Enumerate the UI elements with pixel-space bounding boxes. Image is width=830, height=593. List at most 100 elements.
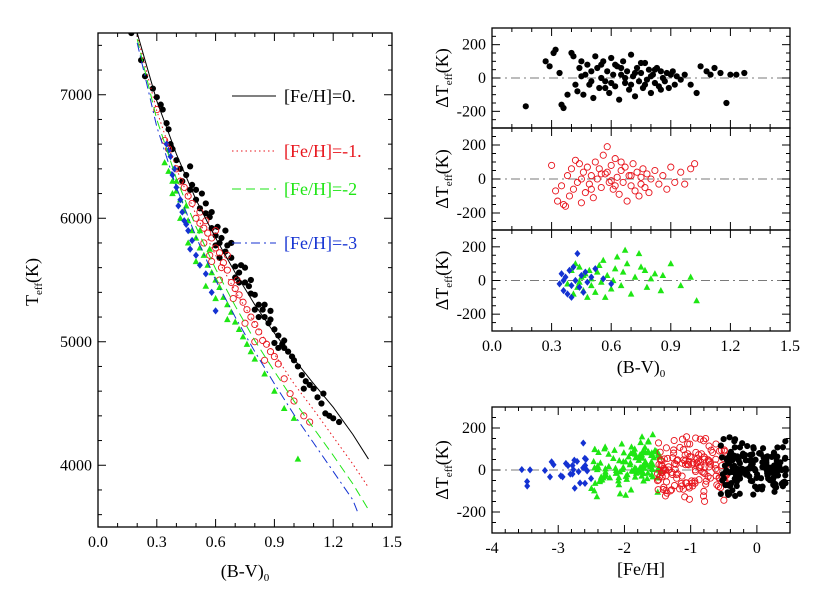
data-point-fe-minus1	[241, 319, 249, 327]
data-point-fe0	[306, 381, 313, 389]
y-tick-label: -200	[457, 103, 486, 120]
data-point-fe-minus2	[638, 433, 646, 440]
data-point-fe0	[717, 490, 724, 498]
data-point-fe0	[746, 473, 753, 480]
data-point-fe-minus2	[588, 484, 595, 491]
data-point-fe-minus2	[290, 414, 298, 421]
data-point-fe-minus2	[593, 268, 601, 275]
y-axis-title: ΔTeff(K)	[432, 149, 455, 209]
legend-label: [Fe/H]=-3	[284, 233, 357, 253]
data-point-fe0	[608, 79, 615, 87]
y-tick-label: 6000	[60, 210, 92, 227]
data-point-fe-minus1	[208, 234, 216, 242]
data-point-fe-minus1	[554, 197, 562, 205]
y-tick-label: -200	[457, 504, 486, 521]
data-point-fe-minus1	[569, 185, 578, 193]
data-point-fe-minus3	[608, 280, 615, 288]
data-point-fe0	[736, 444, 744, 451]
data-point-fe-minus1	[662, 444, 670, 452]
data-point-fe-minus3	[576, 283, 583, 291]
data-point-fe-minus3	[575, 467, 582, 476]
data-point-fe-minus1	[607, 161, 615, 169]
data-point-fe0	[294, 363, 302, 370]
data-point-fe-minus2	[641, 266, 649, 273]
data-point-fe0	[222, 227, 229, 234]
data-point-fe-minus2	[637, 438, 644, 446]
data-point-fe-minus2	[622, 458, 629, 465]
data-point-fe-minus2	[590, 457, 597, 465]
y-axis-title-main: ΔT	[432, 85, 452, 108]
x-tick-label: -4	[485, 540, 498, 557]
data-point-fe-minus3	[564, 290, 571, 298]
y-axis-title: Teff(K)	[22, 258, 45, 306]
data-point-fe-minus1	[666, 487, 674, 495]
y-tick-label: 0	[478, 70, 486, 87]
data-point-fe0	[711, 64, 718, 72]
data-point-fe-minus3	[541, 466, 548, 475]
data-point-fe-minus1	[627, 172, 635, 180]
data-point-fe-minus2	[596, 477, 604, 485]
y-axis-title-main: ΔT	[432, 186, 452, 209]
data-point-fe-minus1	[263, 340, 271, 348]
data-point-fe-minus2	[640, 477, 647, 484]
data-point-fe0	[570, 53, 577, 60]
data-point-fe0	[732, 492, 739, 500]
x-axis-title-main: (B-V)	[617, 357, 660, 378]
calibration-curve-fe-0	[136, 33, 369, 460]
plot-area	[492, 431, 790, 505]
data-point-fe-minus2	[651, 270, 659, 277]
data-point-fe0	[592, 53, 599, 60]
data-point-fe-minus1	[664, 463, 673, 471]
data-point-fe-minus2	[653, 447, 661, 455]
y-axis-title-unit: (K)	[22, 258, 43, 283]
data-point-fe0	[261, 301, 268, 308]
data-point-fe0	[228, 254, 235, 261]
data-point-fe0	[588, 78, 595, 85]
data-point-fe-minus1	[700, 469, 708, 477]
data-point-fe-minus1	[605, 178, 613, 186]
data-point-fe-minus2	[648, 470, 656, 478]
data-point-fe-minus3	[580, 439, 587, 447]
data-point-fe0	[635, 78, 643, 85]
data-point-fe-minus2	[584, 293, 591, 300]
data-point-fe-minus3	[547, 473, 554, 481]
data-point-fe0	[290, 357, 298, 364]
data-point-fe-minus1	[593, 175, 601, 183]
data-point-fe-minus2	[642, 457, 649, 465]
data-point-fe0	[208, 208, 215, 216]
data-point-fe-minus1	[286, 390, 294, 398]
data-point-fe0	[596, 84, 603, 92]
data-point-fe-minus3	[175, 202, 182, 210]
data-point-fe-minus1	[670, 446, 678, 454]
data-point-fe-minus1	[559, 200, 568, 209]
data-point-fe0	[750, 491, 757, 498]
data-point-fe-minus3	[193, 251, 199, 259]
data-point-fe-minus1	[667, 163, 675, 171]
data-point-fe-minus1	[685, 495, 693, 503]
plot-area	[492, 143, 790, 210]
plot-area	[128, 33, 369, 515]
data-point-fe-minus1	[651, 166, 659, 175]
data-point-fe-minus1	[687, 165, 695, 173]
y-axis-title: ΔTeff(K)	[432, 251, 455, 311]
data-point-fe-minus1	[684, 450, 692, 458]
data-point-fe-minus1	[720, 447, 728, 455]
data-point-fe-minus2	[294, 455, 302, 462]
data-point-fe-minus2	[612, 466, 620, 474]
data-point-fe-minus1	[561, 202, 570, 210]
data-point-fe0	[734, 453, 741, 460]
y-axis-title-unit: (K)	[432, 251, 453, 276]
data-point-fe-minus2	[645, 437, 652, 444]
data-point-fe-minus2	[576, 263, 583, 270]
data-point-fe0	[726, 434, 733, 441]
data-point-fe-minus2	[184, 239, 192, 246]
data-point-fe-minus1	[712, 455, 720, 463]
x-axis-title: [Fe/H]	[617, 559, 665, 579]
y-tick-label: 200	[462, 420, 486, 437]
data-point-fe0	[622, 74, 629, 82]
data-point-fe0	[584, 61, 591, 68]
data-point-fe-minus3	[179, 208, 186, 216]
data-point-fe-minus3	[556, 280, 563, 288]
data-point-fe0	[606, 89, 613, 97]
data-point-fe-minus1	[290, 397, 298, 405]
